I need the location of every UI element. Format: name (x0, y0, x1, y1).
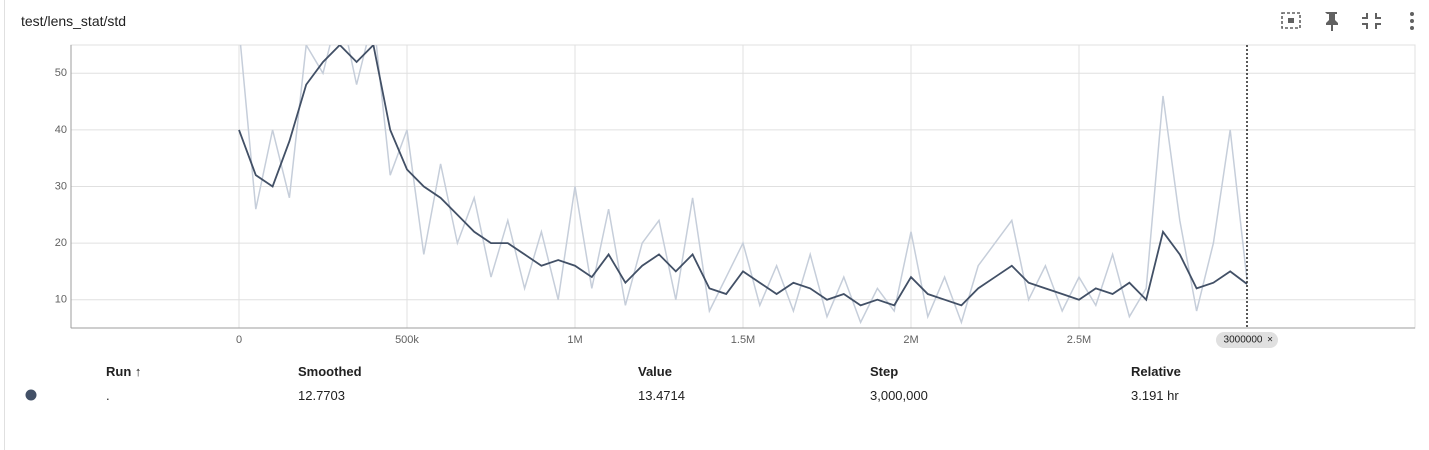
x-tick-label: 1M (567, 334, 582, 346)
x-tick-label: 2.5M (1067, 334, 1091, 346)
x-tick-label: 1.5M (731, 334, 755, 346)
y-tick-label: 10 (55, 294, 67, 306)
series-line (238, 45, 1248, 307)
table-cell: 3,000,000 (870, 388, 928, 403)
scalar-card: test/lens_stat/std 10 20 30 40 50 0 500k 1M 1.5M… (4, 0, 1429, 450)
x-tick-label: 2M (903, 334, 918, 346)
pin-button[interactable] (1325, 12, 1338, 31)
column-header[interactable]: Run ↑ (106, 364, 142, 379)
cursor-label: 3000000 (1224, 335, 1263, 346)
cursor-badge (1216, 332, 1278, 348)
collapse-button[interactable] (1362, 13, 1381, 29)
fit-domain-button[interactable] (1281, 12, 1301, 29)
y-tick-label: 40 (55, 124, 67, 136)
run-color (25, 389, 37, 401)
column-header[interactable]: Smoothed (298, 364, 362, 379)
table-cell: 3.191 hr (1131, 388, 1179, 403)
x-tick-label: 0 (236, 334, 242, 346)
cursor-close[interactable]: × (1267, 335, 1273, 346)
chart: 10 20 30 40 50 0 500k 1M 1.5M 2M 2.5M 3000000 × (55, 44, 1416, 348)
table-cell: 12.7703 (298, 388, 345, 403)
plot-area (238, 45, 1248, 325)
column-header[interactable]: Step (870, 364, 899, 379)
more-button[interactable] (1410, 12, 1414, 30)
card-title: test/lens_stat/std (21, 13, 127, 29)
y-tick-label: 30 (55, 180, 67, 192)
x-tick-label: 500k (395, 334, 419, 346)
y-tick-label: 20 (55, 237, 67, 249)
y-tick-label: 50 (55, 67, 67, 79)
toolbar (1281, 12, 1414, 31)
series-line (239, 45, 1248, 325)
column-header[interactable]: Value (638, 364, 672, 379)
table-cell: . (106, 388, 110, 403)
table-cell: 13.4714 (638, 388, 685, 403)
column-header[interactable]: Relative (1131, 364, 1181, 379)
